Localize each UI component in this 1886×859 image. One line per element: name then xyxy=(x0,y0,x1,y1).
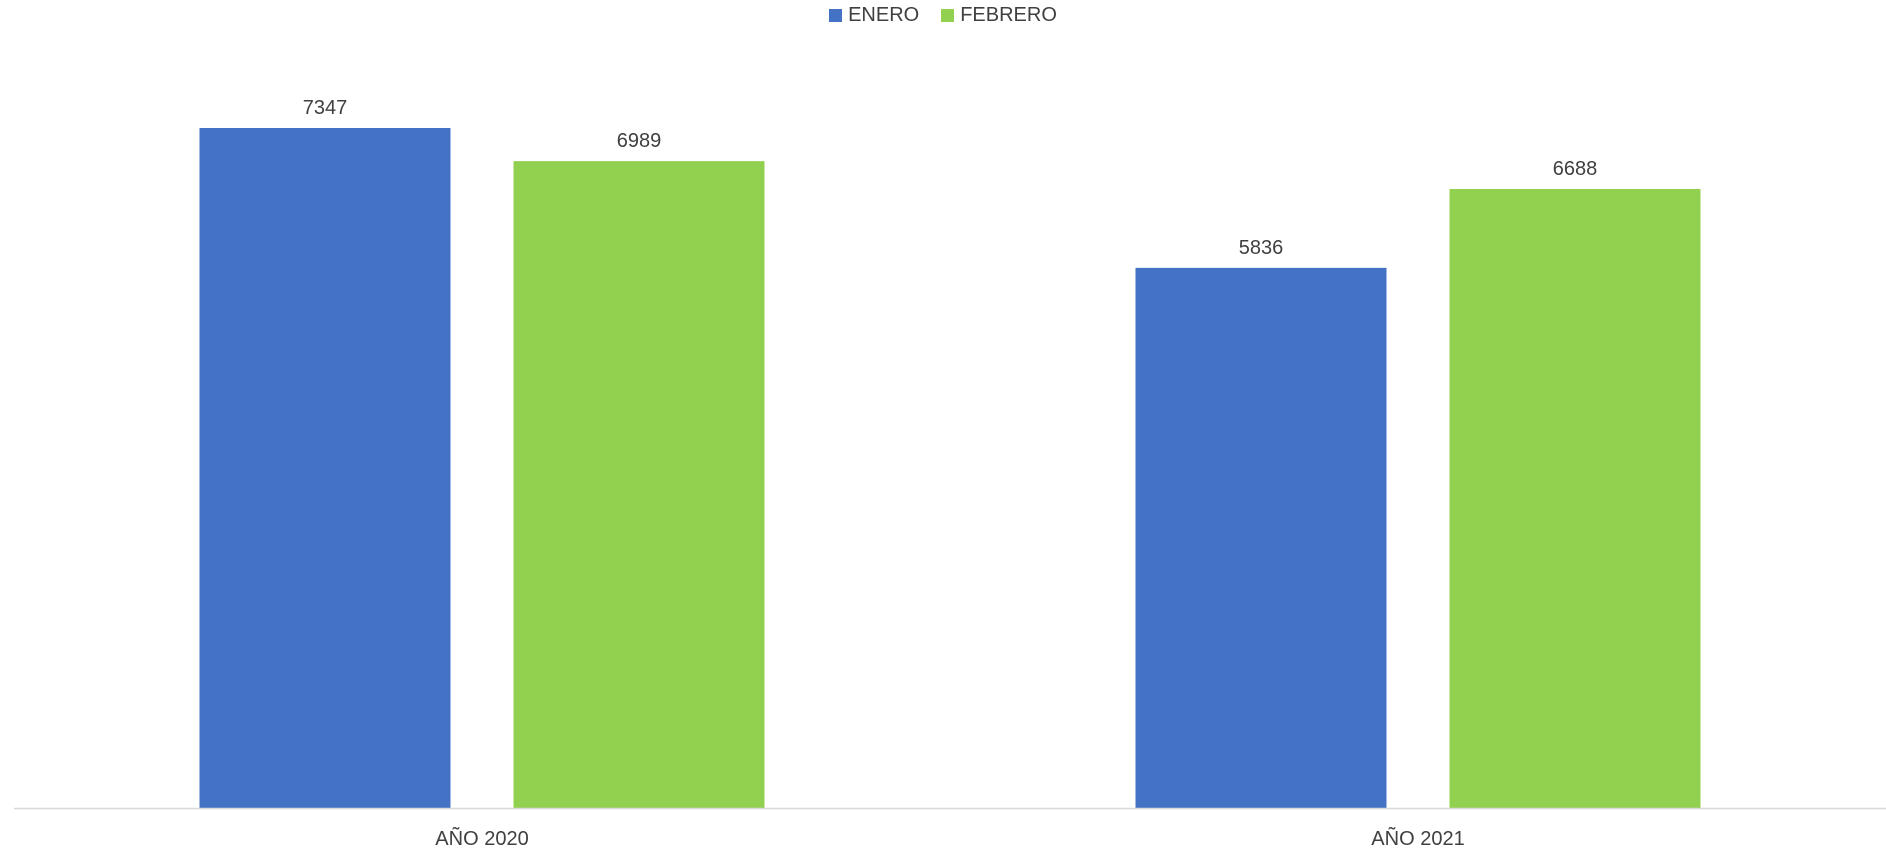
data-label-febrero-1: 6688 xyxy=(1553,158,1598,180)
data-label-febrero-0: 6989 xyxy=(617,130,662,152)
x-axis-tick-labels: AÑO 2020 AÑO 2021 xyxy=(435,826,1464,850)
data-labels-layer: 7347 6989 5836 6688 xyxy=(303,97,1598,259)
bars-layer xyxy=(199,128,1701,809)
legend-item-febrero: FEBRERO xyxy=(941,4,1057,27)
chart-legend: ENERO FEBRERO xyxy=(0,4,1886,27)
legend-item-enero: ENERO xyxy=(829,4,919,27)
legend-swatch-febrero xyxy=(941,9,955,22)
legend-label-febrero: FEBRERO xyxy=(960,4,1057,26)
bar-enero-0 xyxy=(199,128,451,808)
bar-enero-1 xyxy=(1135,267,1387,808)
data-label-enero-1: 5836 xyxy=(1239,237,1284,259)
x-tick-label-1: AÑO 2021 xyxy=(1371,826,1464,850)
bar-febrero-0 xyxy=(513,161,765,808)
x-tick-label-0: AÑO 2020 xyxy=(435,826,528,850)
bar-febrero-1 xyxy=(1449,188,1701,809)
legend-label-enero: ENERO xyxy=(848,4,920,26)
data-label-enero-0: 7347 xyxy=(303,97,348,119)
legend-swatch-enero xyxy=(829,9,843,22)
